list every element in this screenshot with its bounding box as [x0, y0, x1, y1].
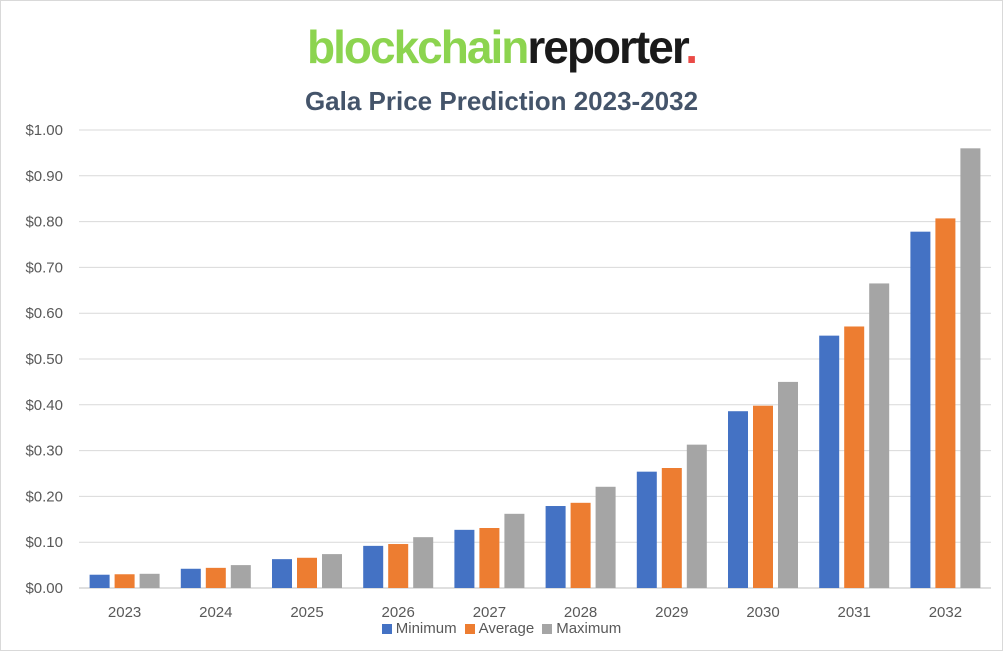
bar-minimum-2026: [363, 545, 384, 588]
bar-maximum-2031: [869, 283, 890, 588]
bar-minimum-2028: [545, 506, 566, 588]
bar-maximum-2026: [413, 537, 434, 588]
bar-maximum-2028: [595, 486, 616, 588]
x-tick-label: 2030: [746, 604, 779, 621]
bars: [89, 148, 981, 589]
y-tick-label: $0.10: [25, 534, 63, 551]
bar-average-2027: [479, 528, 500, 588]
bar-average-2025: [297, 557, 317, 588]
bar-average-2029: [661, 468, 682, 588]
legend-swatch: [381, 624, 392, 635]
legend: Minimum Average Maximum: [1, 620, 1002, 638]
y-tick-label: $0.00: [25, 580, 63, 597]
x-tick-label: 2023: [108, 604, 141, 621]
legend-item-average: Average: [464, 620, 535, 638]
bar-minimum-2023: [89, 574, 110, 588]
x-tick-label: 2027: [473, 604, 506, 621]
bar-minimum-2029: [636, 471, 657, 588]
bar-maximum-2030: [778, 381, 798, 588]
x-tick-label: 2032: [929, 604, 962, 621]
bar-average-2032: [935, 218, 956, 589]
legend-swatch: [464, 624, 475, 635]
bar-average-2026: [388, 544, 409, 588]
y-tick-label: $1.00: [25, 122, 63, 139]
bar-average-2024: [205, 567, 226, 588]
y-tick-label: $0.70: [25, 259, 63, 276]
legend-item-maximum: Maximum: [542, 620, 621, 638]
legend-item-minimum: Minimum: [381, 620, 457, 638]
bar-average-2030: [753, 405, 773, 588]
x-tick-label: 2028: [564, 604, 597, 621]
x-tick-label: 2029: [655, 604, 688, 621]
bar-maximum-2025: [322, 554, 342, 588]
legend-label: Average: [478, 620, 535, 638]
brand-logo: blockchainreporter.: [1, 19, 1002, 75]
y-tick-label: $0.20: [25, 488, 63, 505]
y-tick-label: $0.30: [25, 443, 63, 460]
bar-average-2028: [570, 502, 591, 588]
logo-part-reporter: reporter: [527, 21, 687, 73]
y-tick-label: $0.40: [25, 397, 63, 414]
bar-maximum-2029: [686, 444, 707, 588]
logo-dot: .: [685, 21, 698, 73]
bar-maximum-2027: [504, 513, 525, 588]
bar-minimum-2030: [728, 411, 748, 588]
logo-part-blockchain: blockchain: [307, 21, 529, 73]
x-tick-label: 2031: [838, 604, 871, 621]
y-axis: $0.00 $0.10 $0.20 $0.30 $0.40 $0.50 $0.60 $0.70…: [25, 122, 63, 597]
y-tick-label: $0.50: [25, 351, 63, 368]
bar-maximum-2032: [960, 148, 981, 588]
chart-title: Gala Price Prediction 2023-2032: [304, 86, 699, 116]
x-tick-label: 2026: [382, 604, 415, 621]
bar-minimum-2025: [272, 559, 292, 588]
y-tick-label: $0.60: [25, 305, 63, 322]
bar-average-2023: [114, 574, 135, 588]
y-tick-label: $0.90: [25, 168, 63, 185]
bar-maximum-2023: [139, 573, 160, 588]
bar-minimum-2024: [180, 568, 201, 588]
x-tick-label: 2025: [290, 604, 323, 621]
x-tick-label: 2024: [199, 604, 232, 621]
bar-maximum-2024: [230, 565, 251, 588]
bar-minimum-2027: [454, 529, 475, 588]
bar-minimum-2031: [819, 335, 840, 588]
x-axis: 2023 2024 2025 2026 2027 2028 2029 2030 2031 2032: [108, 604, 962, 621]
y-tick-label: $0.80: [25, 214, 63, 231]
legend-label: Maximum: [556, 620, 622, 638]
legend-swatch: [542, 624, 553, 635]
bar-minimum-2032: [910, 231, 931, 588]
bar-average-2031: [844, 326, 865, 588]
legend-label: Minimum: [395, 620, 457, 638]
